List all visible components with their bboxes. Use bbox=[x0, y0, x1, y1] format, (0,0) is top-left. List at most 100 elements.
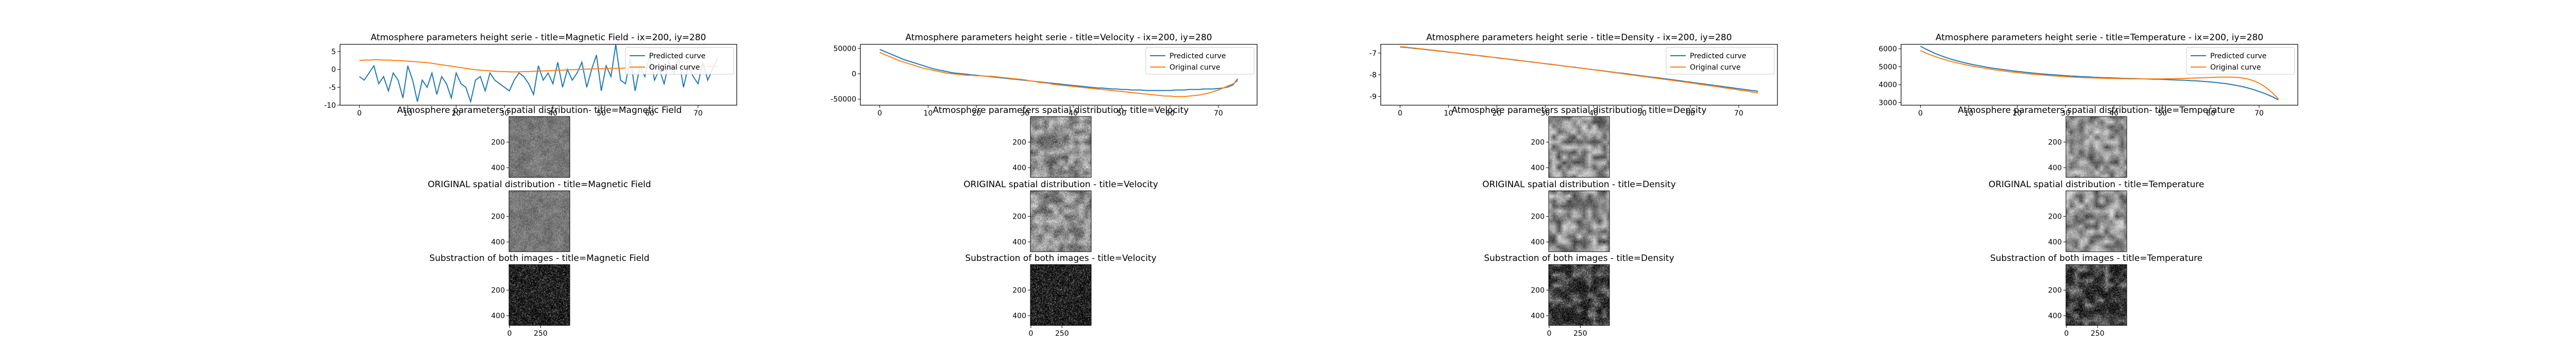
heatmap-image bbox=[2066, 265, 2127, 325]
x-tick-label: 30 bbox=[2061, 109, 2070, 118]
plot-frame bbox=[1901, 44, 2298, 106]
y-tick-label: 400 bbox=[1012, 164, 1026, 172]
y-tick-label: 4000 bbox=[1878, 81, 1897, 89]
image-frame bbox=[1030, 190, 1092, 252]
image-frame bbox=[509, 116, 570, 178]
image-title: ORIGINAL spatial distribution - title=Ma… bbox=[428, 179, 651, 190]
x-tick-label: 40 bbox=[1069, 109, 1078, 118]
y-tick-label: 400 bbox=[2048, 238, 2062, 247]
y-tick-label: 6000 bbox=[1878, 45, 1897, 54]
x-tick-label: 20 bbox=[451, 109, 461, 118]
y-tick-label: 400 bbox=[491, 164, 505, 172]
x-tick-label: 20 bbox=[1492, 109, 1501, 118]
y-tick-label: 200 bbox=[1012, 139, 1026, 147]
y-tick-label: -7 bbox=[1369, 50, 1377, 58]
plot-frame bbox=[860, 44, 1258, 106]
y-tick-label: 200 bbox=[2048, 213, 2062, 221]
x-tick-label: 0 bbox=[1029, 330, 1033, 338]
image-panel-diff: Substraction of both images - title=Magn… bbox=[429, 253, 649, 338]
legend-label: Predicted curve bbox=[2210, 52, 2266, 60]
x-tick-label: 0 bbox=[1918, 109, 1923, 118]
y-tick-label: 200 bbox=[1531, 139, 1545, 147]
image-frame bbox=[1548, 116, 1610, 178]
y-tick-label: 200 bbox=[491, 213, 505, 221]
image-title: Substraction of both images - title=Magn… bbox=[429, 253, 649, 264]
y-tick-label: 200 bbox=[1012, 213, 1026, 221]
image-panel-diff: Substraction of both images - title=Dens… bbox=[1484, 253, 1674, 338]
heatmap-image bbox=[2066, 117, 2127, 177]
y-tick-label: 400 bbox=[1012, 238, 1026, 247]
x-tick-label: 250 bbox=[1573, 330, 1587, 338]
legend: Predicted curve Original curve bbox=[1145, 47, 1255, 75]
heatmap-image bbox=[509, 117, 570, 177]
chart-title: Atmosphere parameters height serie - tit… bbox=[1426, 32, 1732, 43]
y-tick-label: 200 bbox=[2048, 139, 2062, 147]
legend-label: Predicted curve bbox=[1690, 52, 1746, 60]
chart-title: Atmosphere parameters height serie - tit… bbox=[905, 32, 1212, 43]
chart-title: Atmosphere parameters height serie - tit… bbox=[370, 32, 706, 43]
x-tick-label: 250 bbox=[534, 330, 548, 338]
x-tick-label: 30 bbox=[1540, 109, 1550, 118]
y-tick-label: 5000 bbox=[1878, 63, 1897, 71]
x-tick-label: 70 bbox=[2255, 109, 2264, 118]
x-tick-label: 60 bbox=[645, 109, 654, 118]
y-tick-label: -50000 bbox=[831, 95, 856, 104]
y-tick-label: 0 bbox=[852, 70, 856, 78]
x-tick-label: 40 bbox=[2109, 109, 2119, 118]
y-tick-label: 400 bbox=[491, 238, 505, 247]
image-title: Substraction of both images - title=Dens… bbox=[1484, 253, 1674, 264]
x-tick-label: 250 bbox=[2091, 330, 2105, 338]
legend-box bbox=[2186, 47, 2295, 75]
image-title: Atmosphere parameters spatial distributi… bbox=[397, 105, 682, 116]
series-line bbox=[879, 48, 1239, 91]
legend-label: Predicted curve bbox=[1170, 52, 1226, 60]
y-tick-label: 3000 bbox=[1878, 99, 1897, 107]
legend-box bbox=[625, 47, 734, 75]
y-tick-label: 200 bbox=[1531, 287, 1545, 295]
x-tick-label: 50 bbox=[1637, 109, 1647, 118]
legend-box bbox=[1145, 47, 1255, 75]
image-title: Substraction of both images - title=Temp… bbox=[1990, 253, 2202, 264]
image-frame bbox=[509, 190, 570, 252]
image-frame bbox=[1030, 116, 1092, 178]
series-line bbox=[879, 52, 1238, 97]
x-tick-label: 50 bbox=[2158, 109, 2167, 118]
image-panel-predicted: Atmosphere parameters spatial distributi… bbox=[1958, 105, 2235, 178]
y-tick-label: -9 bbox=[1369, 93, 1377, 101]
image-frame bbox=[1030, 264, 1092, 326]
x-tick-label: 20 bbox=[2012, 109, 2022, 118]
image-frame bbox=[2065, 116, 2127, 178]
image-frame bbox=[1548, 264, 1610, 326]
image-panel-original: ORIGINAL spatial distribution - title=De… bbox=[1482, 179, 1676, 252]
image-panel-predicted: Atmosphere parameters spatial distributi… bbox=[397, 105, 682, 178]
x-tick-label: 0 bbox=[1398, 109, 1402, 118]
x-tick-label: 70 bbox=[1734, 109, 1743, 118]
heatmap-image bbox=[1549, 191, 1609, 252]
x-tick-label: 60 bbox=[1686, 109, 1695, 118]
x-tick-label: 10 bbox=[1964, 109, 1974, 118]
x-tick-label: 70 bbox=[693, 109, 703, 118]
y-tick-label: -10 bbox=[324, 102, 336, 110]
line-chart-3: Atmosphere parameters height serie - tit… bbox=[1878, 32, 2298, 118]
legend-label: Original curve bbox=[2210, 63, 2261, 72]
image-frame bbox=[2065, 264, 2127, 326]
y-tick-label: 200 bbox=[2048, 287, 2062, 295]
legend-label: Original curve bbox=[649, 63, 700, 72]
legend-box bbox=[1666, 47, 1775, 75]
image-panel-predicted: Atmosphere parameters spatial distributi… bbox=[1452, 105, 1706, 178]
line-chart-2: Atmosphere parameters height serie - tit… bbox=[1369, 32, 1778, 118]
image-frame bbox=[2065, 190, 2127, 252]
x-tick-label: 10 bbox=[403, 109, 413, 118]
y-tick-label: 400 bbox=[1531, 238, 1545, 247]
x-tick-label: 0 bbox=[1547, 330, 1552, 338]
image-title: ORIGINAL spatial distribution - title=De… bbox=[1482, 179, 1676, 190]
heatmap-image bbox=[1549, 117, 1609, 177]
y-tick-label: 0 bbox=[331, 66, 336, 74]
legend: Predicted curve Original curve bbox=[2186, 47, 2295, 75]
image-frame bbox=[1548, 190, 1610, 252]
x-tick-label: 0 bbox=[507, 330, 512, 338]
y-tick-label: 5 bbox=[331, 48, 336, 56]
x-tick-label: 60 bbox=[1165, 109, 1175, 118]
image-panel-diff: Substraction of both images - title=Velo… bbox=[965, 253, 1156, 338]
line-chart-0: Atmosphere parameters height serie - tit… bbox=[324, 32, 737, 118]
